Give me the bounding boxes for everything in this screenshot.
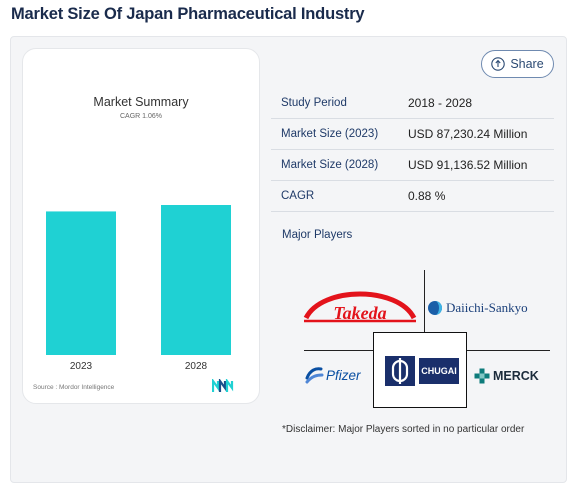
share-button-label: Share — [510, 57, 544, 71]
summary-title: Market Summary — [93, 95, 189, 109]
x-tick-label: 2023 — [70, 361, 93, 372]
pfizer-text: Pfizer — [326, 367, 361, 383]
takeda-logo: Takeda — [303, 291, 417, 323]
major-players-logos: Takeda Daiichi-Sankyo Pfizer CHUGAI — [300, 270, 550, 410]
pfizer-icon — [305, 367, 324, 384]
major-players-title: Major Players — [282, 229, 353, 241]
pfizer-logo: Pfizer — [304, 366, 361, 384]
table-row: Study Period 2018 - 2028 — [271, 88, 554, 119]
table-row: Market Size (2023) USD 87,230.24 Million — [271, 119, 554, 150]
market-summary-chart: 2023 2028 — [46, 205, 231, 372]
row-label: Study Period — [281, 97, 347, 109]
row-value: 0.88 % — [408, 189, 446, 203]
market-summary-card: Market Summary CAGR 1.06% 2023 2028 Sourc… — [22, 48, 260, 404]
takeda-logo-text: Takeda — [333, 303, 386, 323]
daiichi-sankyo-icon — [428, 301, 442, 315]
mordor-intelligence-logo — [212, 379, 234, 392]
row-value: USD 87,230.24 Million — [408, 127, 528, 141]
merck-text: MERCK — [493, 369, 539, 383]
disclaimer-text: *Disclaimer: Major Players sorted in no … — [282, 424, 525, 435]
share-icon — [491, 57, 506, 71]
table-row: CAGR 0.88 % — [271, 181, 554, 212]
row-label: Market Size (2023) — [281, 128, 379, 140]
chugai-icon — [385, 356, 415, 386]
summary-cagr: CAGR 1.06% — [119, 113, 163, 120]
row-value: USD 91,136.52 Million — [408, 158, 528, 172]
page-title: Market Size Of Japan Pharmaceutical Indu… — [11, 5, 365, 23]
daiichi-sankyo-text: Daiichi-Sankyo — [446, 300, 528, 315]
chugai-text: CHUGAI — [419, 358, 459, 384]
row-label: Market Size (2028) — [281, 159, 379, 171]
source-text: Source : Mordor Intelligence — [33, 384, 115, 391]
row-label: CAGR — [281, 190, 315, 202]
table-row: Market Size (2028) USD 91,136.52 Million — [271, 150, 554, 181]
chugai-logo: CHUGAI — [373, 332, 467, 408]
row-value: 2018 - 2028 — [408, 96, 473, 110]
bar-2028 — [161, 205, 231, 355]
daiichi-sankyo-logo: Daiichi-Sankyo — [427, 300, 528, 316]
share-button[interactable]: Share — [481, 50, 554, 78]
merck-icon — [474, 368, 490, 384]
x-tick-label: 2028 — [185, 361, 208, 372]
bar-2023 — [46, 211, 116, 355]
market-info-table: Study Period 2018 - 2028 Market Size (20… — [271, 88, 554, 212]
merck-logo: MERCK — [474, 368, 539, 384]
